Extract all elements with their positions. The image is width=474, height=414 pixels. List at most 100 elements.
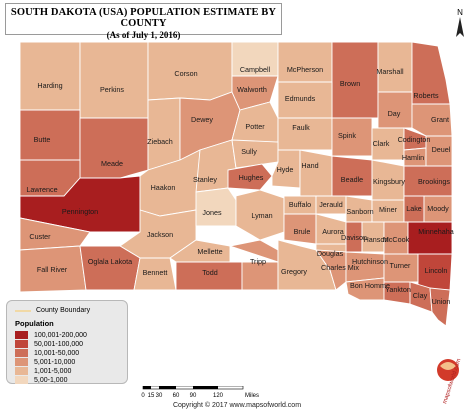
north-arrow-icon (456, 17, 464, 37)
county-harding[interactable] (19, 41, 81, 111)
county-mellette[interactable] (169, 239, 231, 263)
legend-item: 5,001-10,000 (15, 358, 75, 366)
label-meade: Meade (101, 159, 123, 168)
label-campbell: Campbell (240, 65, 271, 74)
label-walworth: Walworth (237, 85, 267, 94)
label-pennington: Pennington (62, 207, 98, 216)
label-potter: Potter (245, 122, 265, 131)
label-hand: Hand (301, 161, 318, 170)
label-lincoln: Lincoln (425, 266, 448, 275)
globe-logo-icon: mapsofworld.com (437, 358, 462, 405)
label-hanson: Hanson (364, 235, 389, 244)
label-day: Day (388, 109, 401, 118)
county-meade[interactable] (79, 117, 149, 179)
legend-item-label: 100,001-200,000 (34, 331, 87, 339)
scale-label: 60 (173, 393, 180, 399)
county-oglala-lakota[interactable] (79, 245, 141, 291)
legend-boundary: County Boundary (15, 307, 90, 314)
legend-item-label: 5,001-10,000 (34, 358, 76, 366)
compass-rose: N (455, 8, 465, 43)
legend-swatch (15, 340, 28, 348)
label-douglas: Douglas (317, 249, 344, 258)
label-lyman: Lyman (251, 211, 272, 220)
label-clay: Clay (413, 291, 428, 300)
label-minnehaha: Minnehaha (418, 227, 454, 236)
label-faulk: Faulk (292, 123, 310, 132)
label-corson: Corson (174, 69, 197, 78)
county-ziebach[interactable] (147, 97, 181, 171)
legend-swatch (15, 349, 28, 357)
label-todd: Todd (202, 268, 218, 277)
legend-item-label: 1,001-5,000 (34, 367, 72, 375)
legend-swatch (15, 376, 28, 384)
label-yankton: Yankton (385, 285, 411, 294)
legend-item: 10,001-50,000 (15, 349, 79, 357)
label-charles-mix: Charles Mix (321, 263, 359, 272)
copyright-text: Copyright © 2017 www.mapsofworld.com (172, 402, 302, 409)
county-perkins[interactable] (79, 41, 149, 119)
map-subtitle: (As of July 1, 2016) (106, 30, 181, 40)
label-brookings: Brookings (418, 177, 450, 186)
county-union[interactable] (429, 287, 451, 327)
label-bennett: Bennett (143, 268, 168, 277)
mapsofworld-logo: mapsofworld.com (426, 350, 470, 411)
label-marshall: Marshall (376, 67, 404, 76)
label-ziebach: Ziebach (147, 137, 173, 146)
label-haakon: Haakon (151, 183, 176, 192)
scale-label: 15 (148, 393, 155, 399)
label-aurora: Aurora (322, 227, 344, 236)
legend-item-label: 50,001-100,000 (34, 340, 84, 348)
legend-title: Population (15, 319, 54, 328)
county-hand[interactable] (299, 149, 333, 197)
legend: County Boundary Population 100,001-200,0… (6, 300, 128, 384)
label-gregory: Gregory (281, 267, 307, 276)
label-sanborn: Sanborn (346, 207, 373, 216)
legend-swatch (15, 331, 28, 339)
legend-item-label: 10,001-50,000 (34, 349, 80, 357)
legend-swatch (15, 367, 28, 375)
label-jackson: Jackson (147, 230, 173, 239)
label-clark: Clark (373, 139, 390, 148)
label-butte: Butte (34, 135, 51, 144)
label-hamlin: Hamlin (402, 153, 424, 162)
label-tripp: Tripp (250, 257, 266, 266)
boundary-line-icon (15, 309, 31, 312)
label-edmunds: Edmunds (285, 94, 316, 103)
county-bon-homme[interactable] (345, 277, 385, 301)
legend-boundary-label: County Boundary (36, 307, 91, 314)
map-title: SOUTH DAKOTA (USA) POPULATION ESTIMATE B… (10, 7, 277, 29)
label-harding: Harding (37, 81, 62, 90)
label-turner: Turner (390, 261, 412, 270)
label-codington: Codington (398, 135, 431, 144)
label-kingsbury: Kingsbury (373, 177, 405, 186)
label-lake: Lake (406, 204, 422, 213)
county-mcpherson[interactable] (277, 41, 333, 83)
label-union: Union (432, 297, 451, 306)
county-hughes[interactable] (227, 163, 273, 191)
label-mccook: McCook (383, 235, 410, 244)
label-grant: Grant (431, 115, 449, 124)
compass-north-label: N (457, 8, 463, 17)
legend-item: 1,001-5,000 (15, 367, 71, 375)
label-brown: Brown (340, 79, 360, 88)
label-davison: Davison (341, 233, 367, 242)
legend-item-label: 5,00-1,000 (34, 376, 68, 384)
scale-bar: 0 15 30 60 90 120 Miles (141, 385, 281, 402)
scale-unit: Miles (245, 393, 259, 399)
scale-label: 30 (156, 393, 163, 399)
legend-item: 5,00-1,000 (15, 376, 67, 384)
label-dewey: Dewey (191, 115, 213, 124)
label-fall-river: Fall River (37, 265, 68, 274)
label-perkins: Perkins (100, 85, 124, 94)
label-hughes: Hughes (239, 173, 264, 182)
label-stanley: Stanley (193, 175, 217, 184)
label-bon-homme: Bon Homme (350, 281, 390, 290)
label-lawrence: Lawrence (26, 185, 57, 194)
label-miner: Miner (379, 205, 398, 214)
legend-item: 100,001-200,000 (15, 331, 87, 339)
legend-item: 50,001-100,000 (15, 340, 83, 348)
legend-swatch (15, 358, 28, 366)
scale-bar-graphic: 0 15 30 60 90 120 Miles (141, 385, 259, 399)
label-jones: Jones (202, 208, 222, 217)
